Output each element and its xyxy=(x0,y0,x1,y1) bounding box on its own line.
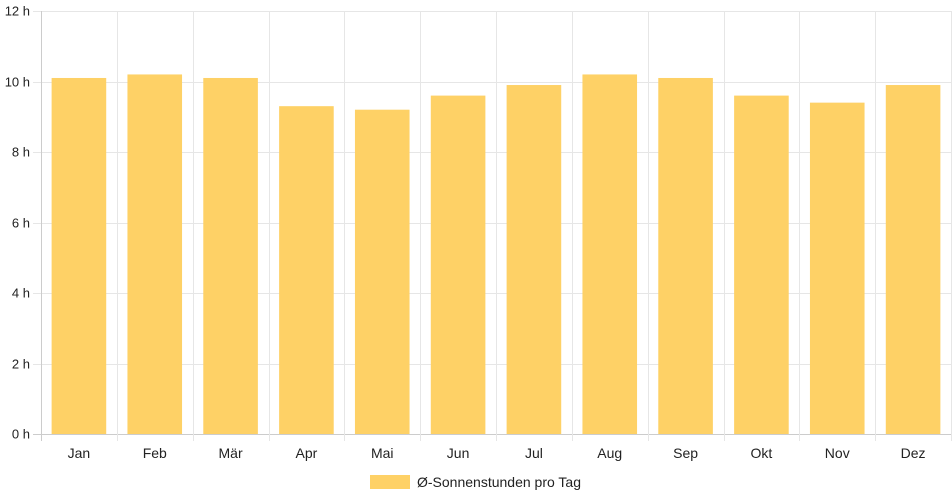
bar-Okt[interactable] xyxy=(734,95,789,434)
x-tick-label: Mär xyxy=(219,445,243,461)
x-tick-label: Jun xyxy=(447,445,470,461)
bar-Jun[interactable] xyxy=(430,95,486,434)
y-tick-label: 0 h xyxy=(12,427,30,442)
bar-Nov[interactable] xyxy=(809,102,865,435)
x-tick-label: Jan xyxy=(68,445,91,461)
y-axis-ticks: 0 h 2 h 4 h 6 h 8 h 10 h 12 h xyxy=(5,4,30,442)
y-tick-label: 10 h xyxy=(5,75,30,90)
legend-label: Ø-Sonnenstunden pro Tag xyxy=(417,474,581,490)
legend[interactable]: Ø-Sonnenstunden pro Tag xyxy=(370,474,581,490)
legend-swatch xyxy=(370,475,410,489)
bar-Feb[interactable] xyxy=(127,74,183,434)
x-tick-label: Nov xyxy=(825,445,850,461)
bar-Aug[interactable] xyxy=(582,74,638,434)
x-tick-label: Jul xyxy=(525,445,543,461)
x-tick-label: Dez xyxy=(901,445,926,461)
y-tick-label: 4 h xyxy=(12,286,30,301)
x-tick-label: Okt xyxy=(751,445,773,461)
y-tick-label: 6 h xyxy=(12,216,30,231)
bar-Jul[interactable] xyxy=(506,85,562,435)
x-tick-label: Sep xyxy=(673,445,698,461)
y-tick-label: 8 h xyxy=(12,145,30,160)
bars xyxy=(51,74,941,435)
bar-Apr[interactable] xyxy=(279,106,334,435)
bar-Jan[interactable] xyxy=(51,77,107,434)
x-tick-label: Feb xyxy=(143,445,167,461)
x-tick-label: Aug xyxy=(597,445,622,461)
bar-Dez[interactable] xyxy=(885,85,941,435)
x-tick-label: Apr xyxy=(296,445,318,461)
bar-Mai[interactable] xyxy=(354,109,410,434)
x-axis-ticks: Jan Feb Mär Apr Mai Jun Jul Aug Sep Okt Nov Dez xyxy=(68,445,926,461)
y-tick-label: 2 h xyxy=(12,357,30,372)
x-tick-label: Mai xyxy=(371,445,394,461)
bar-Sep[interactable] xyxy=(658,77,713,434)
grid-lines xyxy=(33,11,952,441)
bar-Mär[interactable] xyxy=(203,77,258,434)
y-tick-label: 12 h xyxy=(5,4,30,19)
